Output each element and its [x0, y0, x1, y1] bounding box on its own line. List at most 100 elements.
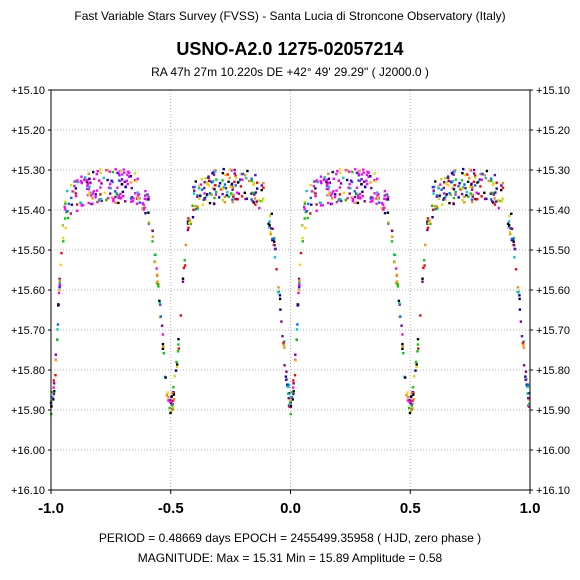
data-point: [94, 193, 97, 196]
data-point: [448, 201, 451, 205]
data-point: [211, 172, 214, 175]
data-point: [55, 359, 58, 362]
data-point: [225, 194, 229, 197]
data-point: [296, 304, 299, 307]
data-point: [231, 188, 234, 191]
data-point: [114, 195, 117, 199]
data-point: [470, 188, 474, 191]
data-point: [409, 402, 412, 405]
data-point: [422, 266, 425, 270]
data-point: [99, 193, 102, 196]
data-point: [172, 390, 175, 394]
data-point: [386, 195, 390, 199]
data-point: [412, 393, 415, 396]
data-point: [86, 184, 89, 187]
data-point: [260, 188, 263, 192]
data-point: [287, 383, 290, 386]
data-point: [375, 197, 378, 200]
data-point: [401, 347, 404, 350]
data-point: [69, 184, 73, 187]
data-point: [215, 190, 218, 194]
data-point: [71, 190, 74, 193]
data-point: [465, 190, 469, 194]
magnitude-line: MAGNITUDE: Max = 15.31 Min = 15.89 Ampli…: [137, 551, 443, 565]
data-point: [451, 170, 455, 173]
data-point: [117, 172, 121, 176]
data-point: [451, 180, 454, 183]
data-point: [436, 207, 439, 210]
data-point: [506, 222, 510, 225]
data-point: [371, 197, 375, 200]
data-point: [298, 281, 301, 284]
data-point: [91, 192, 94, 195]
data-point: [360, 183, 363, 186]
data-point: [297, 291, 300, 295]
data-point: [451, 187, 454, 190]
data-point: [470, 182, 473, 185]
data-point: [169, 399, 172, 402]
data-point: [137, 196, 140, 200]
survey-title: Fast Variable Stars Survey (FVSS) - Sant…: [74, 9, 506, 23]
data-point: [277, 286, 280, 289]
data-point: [494, 191, 497, 194]
data-point: [136, 194, 140, 197]
data-point: [332, 177, 335, 181]
data-point: [88, 181, 91, 185]
data-point: [69, 212, 72, 215]
data-point: [197, 184, 200, 188]
data-point: [58, 284, 62, 287]
data-point: [371, 199, 374, 203]
data-point: [395, 267, 398, 270]
data-point: [452, 202, 455, 205]
data-point: [268, 214, 272, 217]
data-point: [526, 392, 529, 395]
data-point: [135, 202, 139, 205]
data-point: [441, 203, 444, 206]
data-point: [184, 243, 187, 247]
data-point: [162, 345, 165, 348]
data-point: [281, 335, 284, 338]
data-point: [437, 197, 441, 200]
data-point: [442, 198, 445, 201]
data-point: [116, 171, 119, 174]
data-point: [213, 184, 217, 187]
y-tick-label-right: +15.60: [536, 285, 570, 297]
data-point: [335, 189, 338, 192]
data-point: [325, 180, 328, 184]
data-point: [466, 180, 470, 183]
data-point: [214, 170, 217, 173]
data-point: [449, 180, 453, 183]
data-point: [483, 174, 486, 177]
data-point: [288, 405, 291, 408]
data-point: [474, 174, 477, 178]
data-point: [501, 182, 505, 185]
data-point: [258, 206, 261, 210]
data-point: [464, 187, 467, 190]
data-point: [143, 197, 146, 201]
data-point: [107, 186, 111, 189]
data-point: [398, 302, 401, 305]
data-point: [269, 231, 272, 234]
data-point: [285, 378, 288, 382]
data-point: [199, 194, 202, 198]
data-point: [290, 391, 294, 394]
data-point: [467, 195, 470, 198]
data-point: [115, 193, 119, 196]
data-point: [325, 179, 328, 182]
data-point: [245, 197, 248, 200]
data-point: [454, 178, 458, 181]
data-point: [117, 201, 120, 205]
data-point: [250, 198, 253, 201]
data-point: [510, 237, 514, 240]
data-point: [243, 191, 246, 194]
data-point: [274, 247, 277, 251]
data-point: [292, 390, 295, 393]
data-point: [224, 187, 228, 190]
data-point: [279, 308, 282, 311]
data-point: [203, 186, 206, 190]
data-point: [480, 178, 484, 181]
data-point: [269, 233, 272, 236]
data-point: [127, 175, 131, 178]
data-point: [327, 191, 331, 194]
data-point: [432, 189, 435, 192]
